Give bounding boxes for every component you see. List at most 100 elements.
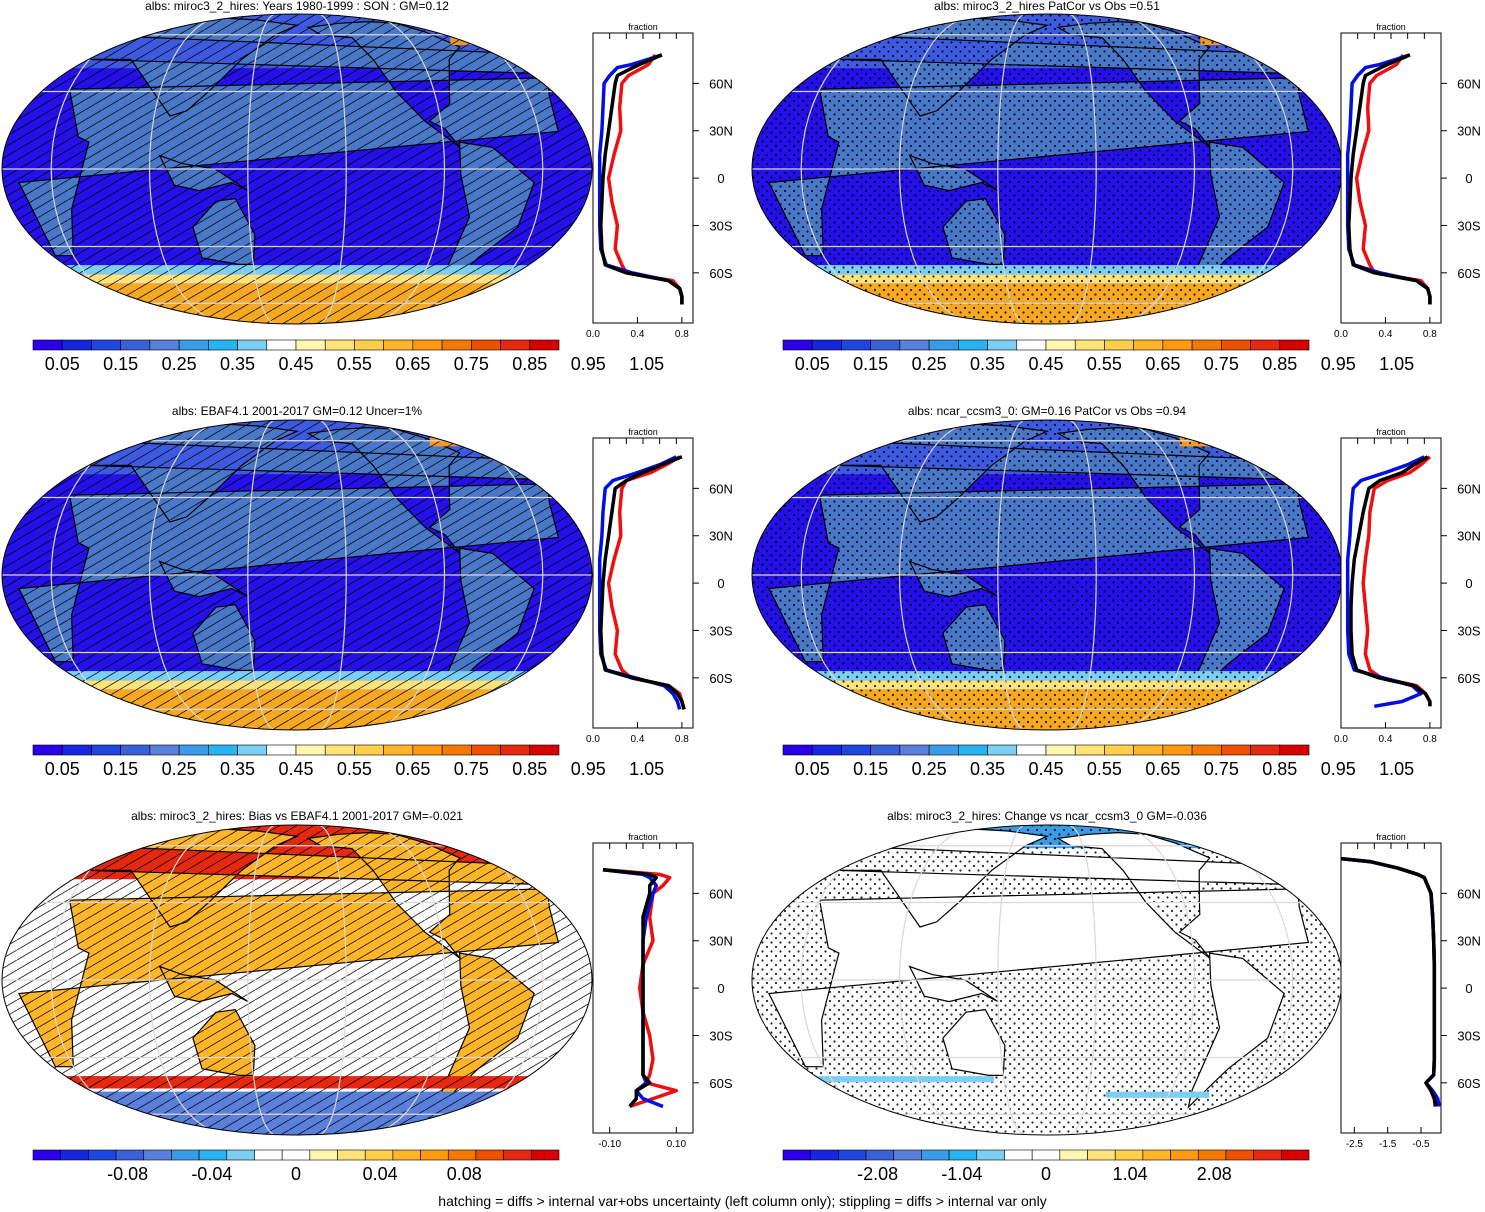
latitude-tick-label: 30S <box>709 1028 732 1043</box>
colorbar-label: 0.15 <box>103 354 138 374</box>
colorbar-swatch <box>1045 744 1076 756</box>
colorbar-swatch <box>1221 339 1251 351</box>
colorbar-swatch <box>893 1149 922 1161</box>
longitude-line <box>247 825 277 1135</box>
colorbar-swatch <box>295 339 326 351</box>
profile-xtick-label: 0.8 <box>675 734 689 745</box>
colorbar-swatch <box>948 1149 978 1161</box>
colorbar-label: 1.04 <box>1113 1164 1148 1184</box>
colorbar-swatch <box>928 744 959 756</box>
colorbar-label: 0.75 <box>454 759 489 779</box>
profile-series-line <box>1347 53 1432 305</box>
latitude-tick-label: 60N <box>709 76 733 91</box>
colorbar-swatch <box>1197 1149 1227 1161</box>
colorbar-swatch <box>91 339 121 351</box>
colorbar-swatch <box>237 744 268 756</box>
longitude-line <box>997 420 1027 730</box>
map-panel: albs: miroc3_2_hires: Bias vs EBAF4.1 20… <box>1 809 593 1136</box>
colorbar-label: 0.55 <box>337 354 372 374</box>
colorbar-label: 0.45 <box>278 759 313 779</box>
longitude-line <box>1109 420 1196 730</box>
map-panel: albs: miroc3_2_hires: Years 1980-1999 : … <box>1 0 593 325</box>
colorbar-swatch <box>1104 744 1134 756</box>
colorbar-label: -0.08 <box>107 1164 148 1184</box>
colorbar-swatch <box>61 339 92 351</box>
map-title: albs: ncar_ccsm3_0: GM=0.16 PatCor vs Ob… <box>908 404 1186 418</box>
colorbar: 0.05 0.15 0.25 0.35 0.45 0.55 0.65 0.75 0.85 0.95… <box>782 744 1414 779</box>
latitude-tick-label: 0 <box>1465 171 1472 186</box>
longitude-line <box>148 825 235 1135</box>
colorbar-swatch <box>1281 1149 1310 1161</box>
colorbar-swatch <box>500 744 531 756</box>
map-title: albs: miroc3_2_hires PatCor vs Obs =0.51 <box>934 0 1160 13</box>
latitude-tick-label: 60N <box>709 886 733 901</box>
colorbar-swatch <box>987 339 1018 351</box>
colorbar-swatch <box>1087 1149 1116 1161</box>
zonal-profile: fraction -0.10 0.10 60N 30N 0 30S 60S <box>592 832 733 1150</box>
colorbar-swatch <box>811 744 842 756</box>
profile-series-line <box>602 867 679 1109</box>
colorbar-swatch <box>441 744 472 756</box>
longitude-line <box>359 14 446 324</box>
colorbar-label: 0.25 <box>162 354 197 374</box>
profile-series-line <box>599 455 686 710</box>
colorbar-label: -0.04 <box>191 1164 232 1184</box>
latitude-tick-label: 30N <box>709 934 733 949</box>
profile-xtick-label: 0.0 <box>1334 734 1348 745</box>
colorbar-swatch <box>921 1149 950 1161</box>
colorbar-swatch <box>32 1149 61 1161</box>
colorbar-label: 0.45 <box>278 354 313 374</box>
colorbar-label: 0.75 <box>1204 354 1239 374</box>
colorbar: 0.05 0.15 0.25 0.35 0.45 0.55 0.65 0.75 0.85 0.95… <box>782 339 1414 374</box>
map-border <box>1 824 593 1136</box>
profile-frame <box>1340 842 1442 1134</box>
southern-ocean-band <box>1106 1091 1210 1098</box>
map-panel: albs: miroc3_2_hires PatCor vs Obs =0.51 <box>751 0 1343 325</box>
colorbar-label: 0.75 <box>1204 759 1239 779</box>
colorbar-label: 0.65 <box>1145 759 1180 779</box>
latitude-tick-label: 60N <box>1457 481 1481 496</box>
colorbar-label: 0.55 <box>1087 759 1122 779</box>
southern-ocean-band <box>816 1076 994 1083</box>
latitude-tick-label: 60S <box>709 671 732 686</box>
colorbar-swatch <box>383 744 414 756</box>
colorbar-label: 0.65 <box>395 759 430 779</box>
colorbar-swatch <box>88 1149 117 1161</box>
colorbar-swatch <box>1133 744 1164 756</box>
colorbar-label: 1.05 <box>1379 354 1414 374</box>
longitude-line <box>359 825 446 1135</box>
colorbar-swatch <box>266 339 297 351</box>
colorbar-swatch <box>32 339 63 351</box>
longitude-line <box>359 420 446 730</box>
colorbar-swatch <box>1170 1149 1199 1161</box>
latitude-tick-label: 0 <box>1465 576 1472 591</box>
longitude-line <box>997 14 1027 324</box>
colorbar-label: 0.65 <box>1145 354 1180 374</box>
colorbar-swatch <box>1104 339 1134 351</box>
colorbar-swatch <box>503 1149 532 1161</box>
colorbar-swatch <box>32 744 63 756</box>
colorbar-label: 0.85 <box>1262 354 1297 374</box>
profile-xtick-label: 0.10 <box>667 1139 687 1150</box>
longitude-line <box>247 14 277 324</box>
colorbar-swatch <box>149 339 180 351</box>
profile-xtick-label: 0.4 <box>630 734 644 745</box>
colorbar-swatch <box>324 744 355 756</box>
colorbar-swatch <box>1221 744 1251 756</box>
colorbar-swatch <box>149 744 180 756</box>
profile-xtick-label: 0.4 <box>630 329 644 340</box>
colorbar-swatch <box>1004 1149 1033 1161</box>
longitude-line <box>317 420 347 730</box>
colorbar: -0.08 -0.04 0 0.04 0.08 <box>32 1149 560 1184</box>
colorbar-swatch <box>208 744 238 756</box>
colorbar-swatch <box>364 1149 394 1161</box>
colorbar-swatch <box>120 339 151 351</box>
colorbar-label: 0.75 <box>454 354 489 374</box>
colorbar-label: 0.85 <box>512 354 547 374</box>
colorbar-swatch <box>1250 339 1281 351</box>
colorbar-swatch <box>782 744 813 756</box>
colorbar-swatch <box>392 1149 421 1161</box>
latitude-tick-label: 30N <box>1457 934 1481 949</box>
colorbar-swatch <box>899 339 930 351</box>
colorbar-swatch <box>1074 744 1105 756</box>
